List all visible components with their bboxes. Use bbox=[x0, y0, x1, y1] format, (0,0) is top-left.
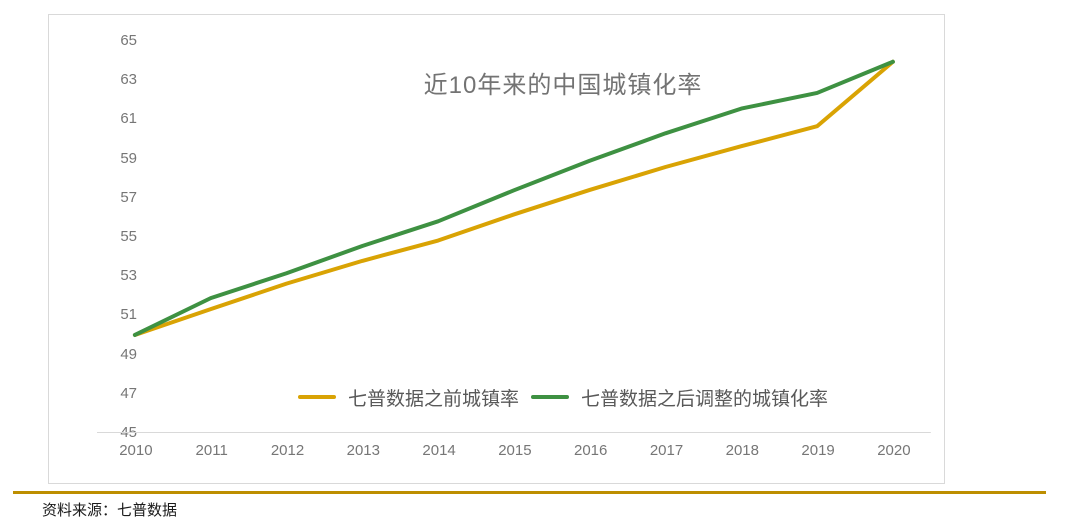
y-axis-tick-label: 59 bbox=[120, 149, 137, 167]
y-axis-tick-label: 47 bbox=[120, 384, 137, 402]
y-axis-tick-label: 57 bbox=[120, 188, 137, 206]
chart-title: 近10年来的中国城镇化率 bbox=[423, 72, 703, 99]
y-axis-tick-label: 55 bbox=[120, 228, 137, 245]
source-note: 资料来源：七普数据 bbox=[42, 502, 178, 519]
x-axis-tick-label: 2019 bbox=[801, 442, 835, 459]
legend-label-post-census: 七普数据之后调整的城镇化率 bbox=[581, 388, 829, 410]
x-axis-tick-label: 2011 bbox=[195, 442, 228, 459]
y-axis-tick-label: 65 bbox=[120, 32, 137, 49]
footer-rule bbox=[13, 491, 1046, 494]
legend-swatch-pre-census-line bbox=[297, 395, 336, 399]
chart-panel: 近10年来的中国城镇化率 65 63 61 59 57 55 53 51 49 47 45 2010… bbox=[48, 14, 945, 484]
legend-label-pre-census: 七普数据之前城镇率 bbox=[347, 388, 519, 410]
y-axis-tick-label: 63 bbox=[120, 71, 137, 89]
x-axis-tick-label: 2014 bbox=[422, 442, 456, 459]
chart-legend: 七普数据之前城镇率 七普数据之后调整的城镇化率 bbox=[146, 386, 980, 410]
x-axis-tick-label: 2017 bbox=[649, 442, 684, 459]
y-axis-tick-label: 61 bbox=[120, 110, 137, 128]
x-axis-tick-label: 2012 bbox=[270, 442, 305, 459]
y-axis-tick-label: 45 bbox=[120, 424, 137, 441]
x-axis-tick-label: 2013 bbox=[346, 442, 380, 459]
x-axis-tick-label: 2018 bbox=[725, 442, 759, 459]
y-axis-tick-label: 49 bbox=[120, 345, 137, 363]
x-axis-tick-label: 2020 bbox=[877, 442, 911, 459]
x-axis-tick-label: 2010 bbox=[119, 442, 153, 459]
x-axis-tick-label: 2016 bbox=[574, 442, 608, 459]
y-axis-tick-label: 51 bbox=[120, 306, 137, 324]
y-axis-tick-label: 53 bbox=[120, 267, 137, 285]
x-axis-tick-label: 2015 bbox=[498, 442, 532, 459]
legend-swatch-post-census-line bbox=[531, 395, 569, 399]
